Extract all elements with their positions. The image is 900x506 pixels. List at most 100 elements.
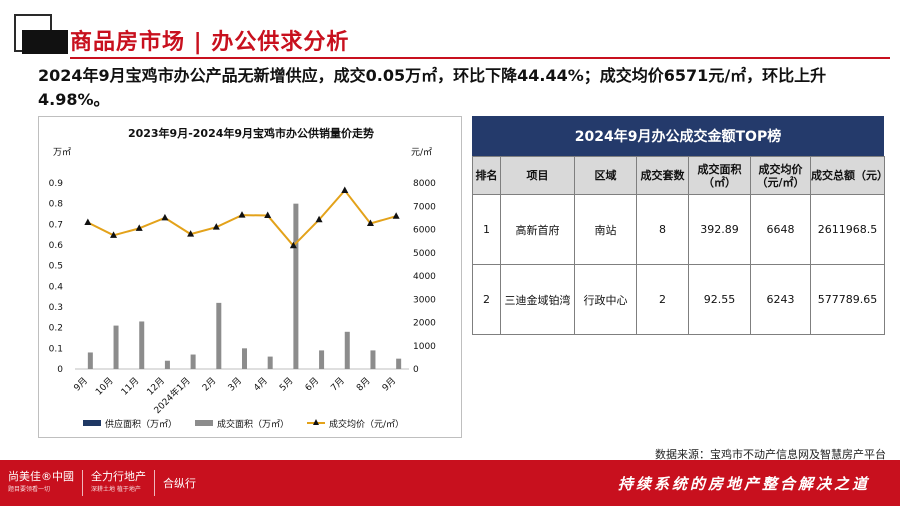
col-header-total: 成交总额（元）: [810, 156, 888, 195]
bar-deal-area: [344, 331, 350, 369]
x-tick-label: 5月: [277, 375, 295, 393]
right-tick-label: 3000: [413, 295, 436, 305]
right-tick-label: 8000: [413, 179, 436, 189]
header-corner-block: [22, 30, 68, 54]
bar-deal-area: [87, 352, 93, 369]
price-point: [135, 224, 143, 231]
x-tick-label: 2月: [200, 375, 218, 393]
footer-logo-hezongxing-name: 合纵行: [163, 476, 196, 490]
table-row: 1 高新首府 南站 8 392.89 6648 2611968.5: [472, 194, 885, 265]
price-point: [366, 219, 374, 226]
right-tick-label: 7000: [413, 202, 436, 212]
legend-label: 供应面积（万㎡）: [105, 418, 177, 430]
footer-logo-shangmeijia-name: 尚美佳®中國: [8, 470, 74, 483]
left-tick-label: 0.9: [49, 179, 64, 189]
top-deals-table: 排名 项目 区域 成交套数 成交面积（㎡） 成交均价（元/㎡） 成交总额（元） …: [472, 156, 888, 335]
footer-logo-shangmeijia-tagline: 题目要领看一切: [8, 486, 51, 493]
left-tick-label: 0.8: [49, 200, 64, 210]
table-header-row: 排名 项目 区域 成交套数 成交面积（㎡） 成交均价（元/㎡） 成交总额（元）: [472, 156, 888, 195]
legend-label: 成交面积（万㎡）: [217, 418, 289, 430]
x-tick-label: 11月: [119, 375, 141, 397]
col-header-rank: 排名: [472, 156, 501, 195]
cell-project: 三迪金域铂湾: [500, 264, 575, 335]
footer-bar: 尚美佳®中國 题目要领看一切 全力行地产 深耕土地 植于地产 合纵行 持续系统的…: [0, 460, 900, 506]
price-point: [289, 241, 297, 249]
col-header-area: 成交面积（㎡）: [688, 156, 751, 195]
cell-units: 8: [636, 194, 689, 265]
left-axis-unit: 万㎡: [53, 147, 71, 158]
right-tick-label: 6000: [413, 226, 436, 236]
footer-logo-shangmeijia: 尚美佳®中國 题目要领看一切: [0, 470, 82, 496]
cell-total: 2611968.5: [810, 194, 885, 265]
right-axis-unit: 元/㎡: [411, 147, 432, 158]
price-line: [87, 188, 397, 248]
footer-slogan: 持续系统的房地产整合解决之道: [617, 474, 870, 493]
x-tick-label: 6月: [303, 375, 321, 393]
page-title: 商品房市场 | 办公供求分析: [70, 30, 350, 55]
bar-deal-area: [319, 350, 325, 369]
left-tick-label: 0.1: [49, 344, 63, 354]
price-point: [264, 211, 272, 219]
price-point: [392, 212, 400, 219]
top-deals-table-panel: 2024年9月办公成交金额TOP榜 排名 项目 区域 成交套数 成交面积（㎡） …: [472, 116, 888, 335]
footer-separator: [154, 470, 155, 496]
x-tick-label: 8月: [354, 375, 372, 393]
price-point: [84, 218, 92, 226]
price-point: [315, 215, 323, 223]
col-header-district: 区域: [574, 156, 637, 195]
left-tick-label: 0.3: [49, 303, 63, 313]
col-header-avg-price: 成交均价（元/㎡）: [750, 156, 811, 195]
right-tick-label: 2000: [413, 319, 436, 329]
footer-logo-hezongxing: 合纵行: [155, 477, 204, 490]
bar-deal-area: [139, 321, 145, 369]
x-tick-label: 9月: [72, 375, 90, 393]
left-tick-label: 0.2: [49, 324, 63, 334]
x-tick-label: 3月: [226, 375, 244, 393]
footer-logo-quanlixing-tagline: 深耕土地 植于地产: [91, 486, 141, 493]
price-point: [110, 231, 118, 238]
summary-text: 2024年9月宝鸡市办公产品无新增供应，成交0.05万㎡，环比下降44.44%；…: [38, 66, 827, 109]
legend-swatch: [195, 420, 213, 426]
left-tick-label: 0: [57, 365, 63, 375]
right-tick-label: 4000: [413, 272, 436, 282]
legend-label: 成交均价（元/㎡）: [329, 418, 404, 430]
cell-project: 高新首府: [500, 194, 575, 265]
cell-district: 行政中心: [574, 264, 637, 335]
col-header-project: 项目: [500, 156, 575, 195]
price-point: [161, 213, 169, 221]
right-tick-label: 5000: [413, 249, 436, 259]
bar-deal-area: [396, 358, 402, 369]
cell-avg-price: 6243: [750, 264, 811, 335]
cell-total: 577789.65: [810, 264, 885, 335]
price-point: [341, 186, 349, 193]
left-tick-label: 0.4: [49, 282, 64, 292]
footer-logo-quanlixing-name: 全力行地产: [91, 470, 146, 483]
header-divider: [70, 57, 890, 59]
left-tick-label: 0.7: [49, 220, 63, 230]
bar-deal-area: [293, 203, 299, 369]
chart-title: 2023年9月-2024年9月宝鸡市办公供销量价走势: [128, 126, 374, 140]
col-header-units: 成交套数: [636, 156, 689, 195]
bar-deal-area: [370, 350, 376, 369]
right-tick-label: 0: [413, 365, 419, 375]
left-tick-label: 0.5: [49, 262, 63, 272]
cell-units: 2: [636, 264, 689, 335]
legend-swatch: [83, 420, 101, 426]
chart-panel: 2023年9月-2024年9月宝鸡市办公供销量价走势万㎡ 元/㎡ 0 0.1 0.2 0.…: [38, 116, 462, 438]
table-row: 2 三迪金域铂湾 行政中心 2 92.55 6243 577789.65: [472, 264, 885, 335]
left-tick-label: 0.6: [49, 241, 64, 251]
x-tick-label: 10月: [93, 375, 115, 397]
legend-marker: [313, 419, 319, 425]
bar-deal-area: [242, 348, 247, 369]
x-tick-label: 9月: [380, 375, 398, 393]
data-source-note: 数据来源：宝鸡市不动产信息网及智慧房产平台: [655, 448, 886, 461]
bar-deal-area: [267, 356, 273, 369]
price-point: [187, 230, 195, 237]
footer-logo-quanlixing: 全力行地产 深耕土地 植于地产: [83, 470, 154, 496]
bar-deal-area: [190, 354, 196, 369]
cell-district: 南站: [574, 194, 637, 265]
x-tick-label: 7月: [329, 375, 347, 393]
cell-rank: 2: [472, 264, 501, 335]
cell-area: 92.55: [688, 264, 751, 335]
